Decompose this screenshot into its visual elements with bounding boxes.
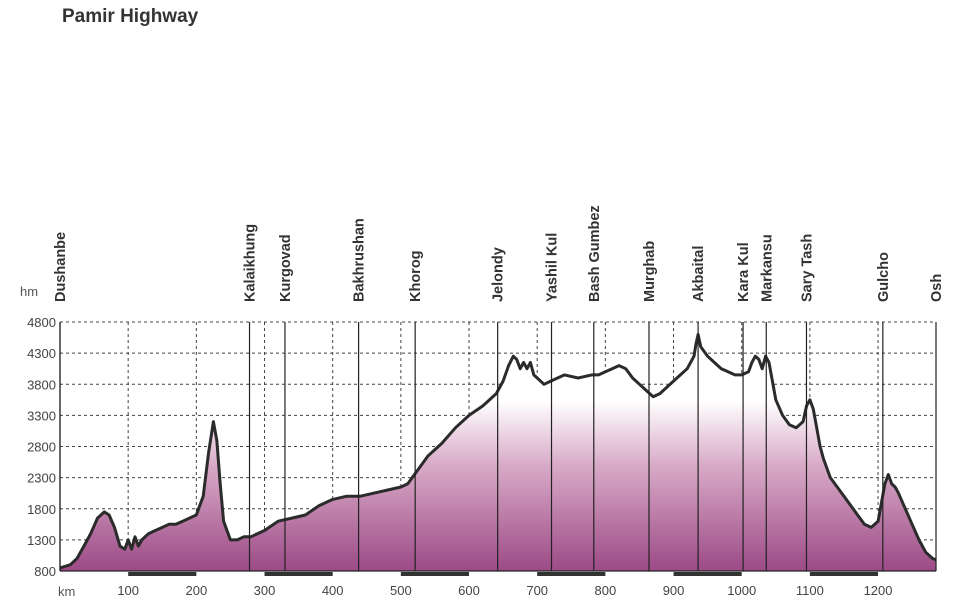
place-label: Osh [929,274,945,302]
x-tick-label: 1000 [727,583,756,598]
scale-bar-segment [400,572,470,576]
place-label: Yashil Kul [545,233,561,302]
x-tick-label: 600 [458,583,480,598]
y-tick-label: 2800 [27,440,56,455]
place-label: Sary Tash [799,234,815,302]
x-tick-label: 900 [663,583,685,598]
place-label: Kalaikhung [243,224,259,302]
elevation-line [59,333,937,570]
x-axis-unit: km [58,584,75,599]
x-tick-label: 200 [185,583,207,598]
scale-bar-segment [673,572,742,576]
y-tick-label: 1800 [27,502,56,517]
x-tick-label: 1100 [796,583,824,598]
y-tick-label: 3300 [27,408,56,423]
x-tick-label: 700 [526,583,548,598]
x-tick-label: 800 [595,583,617,598]
x-tick-label: 300 [254,583,276,598]
place-label: Markansu [759,234,775,302]
x-tick-label: 400 [322,583,344,598]
place-label: Murghab [642,241,658,302]
place-label: Bakhrushan [352,218,368,302]
scale-bar-segment [128,572,197,576]
chart-title: Pamir Highway [62,6,199,27]
x-tick-label: 500 [390,583,412,598]
place-markers: Dushanbe Kalaikhung Kurgovad Bakhrushan Khor… [53,205,945,571]
place-label: Khorog [408,250,424,302]
y-tick-label: 3800 [27,377,56,392]
place-label: Dushanbe [53,232,69,302]
place-label: Bash Gumbez [587,205,603,302]
x-tick-label: 1200 [864,583,893,598]
y-tick-label: 800 [34,564,56,579]
place-label: Kara Kul [736,242,752,302]
place-label: Akbaital [691,246,707,302]
place-label: Kurgovad [278,234,294,302]
scale-bar-segment [264,572,333,576]
scale-bar-segment [537,572,606,576]
y-tick-label: 4300 [27,346,56,361]
place-label: Gulcho [876,252,892,302]
place-label: Jelondy [491,247,507,302]
y-tick-label: 4800 [27,315,56,330]
axes: 800 1300 1800 2300 2800 3300 3800 4300 4800 100 20… [20,284,936,599]
y-tick-label: 2300 [27,471,56,486]
scale-bar-segment [809,572,879,576]
y-tick-label: 1300 [27,533,56,548]
x-tick-label: 100 [117,583,139,598]
y-axis-unit: hm [20,284,38,299]
